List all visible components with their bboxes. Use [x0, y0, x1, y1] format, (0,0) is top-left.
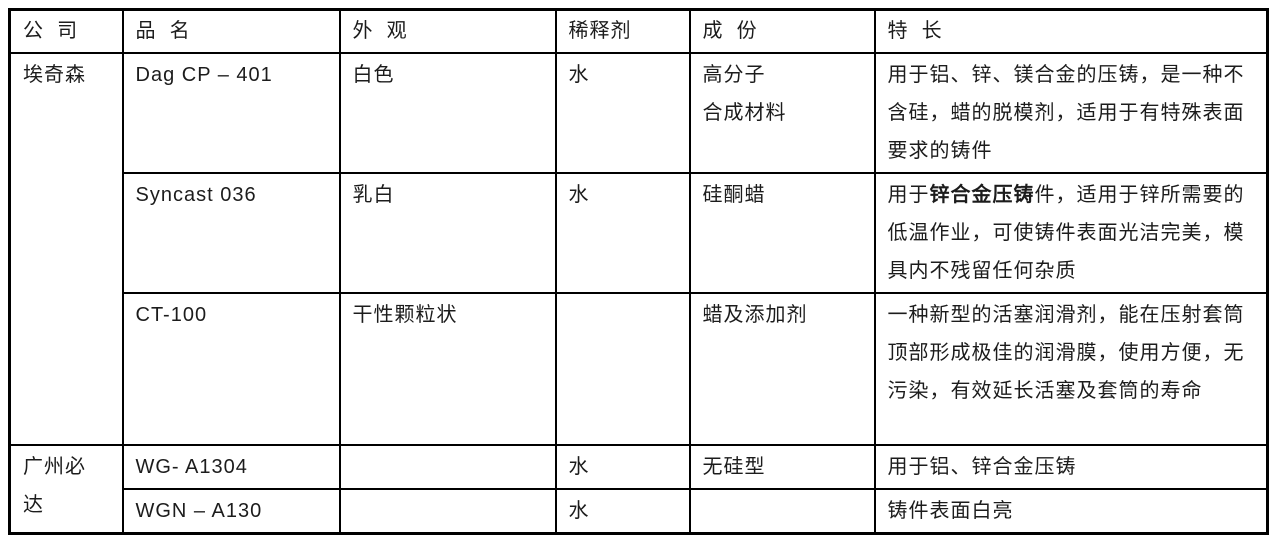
col-header-diluent: 稀释剂	[554, 8, 691, 54]
cell-appearance	[338, 487, 557, 534]
header-row: 公 司 品 名 外 观 稀释剂 成 份 特 长	[8, 8, 1269, 54]
table-row: 埃奇森 Dag CP – 401 白色 水 高分子 合成材料 用于铝、锌、镁合金…	[8, 51, 1269, 446]
cell-appearance: 白色	[338, 51, 557, 174]
cell-features: 用于锌合金压铸件，适用于锌所需要的低温作业，可使铸件表面光洁完美，模具内不残留任…	[873, 171, 1269, 294]
cell-diluent: 水	[554, 487, 691, 534]
col-header-features: 特 长	[873, 8, 1269, 54]
col-header-product-name: 品 名	[121, 8, 341, 54]
table-row: Syncast 036 乳白 水 硅酮蜡 用于锌合金压铸件，适用于锌所需要的低温…	[10, 171, 1269, 294]
cell-appearance: 干性颗粒状	[338, 291, 557, 446]
cell-features: 铸件表面白亮	[873, 487, 1269, 534]
cell-appearance	[338, 443, 557, 490]
cell-appearance: 乳白	[338, 171, 557, 294]
col-header-appearance: 外 观	[338, 8, 557, 54]
cell-composition	[688, 487, 876, 534]
cell-product-name: Syncast 036	[121, 171, 341, 294]
cell-product-name: WGN – A130	[121, 487, 341, 534]
cell-product-name: WG- A1304	[121, 443, 341, 490]
features-text: 用于	[887, 183, 930, 206]
table-row: WGN – A130 水 铸件表面白亮	[10, 487, 1269, 534]
cell-diluent: 水	[554, 171, 691, 294]
cell-product-name: Dag CP – 401	[121, 51, 341, 174]
cell-features: 一种新型的活塞润滑剂，能在压射套筒顶部形成极佳的润滑膜，使用方便，无污染，有效延…	[873, 291, 1269, 446]
cell-composition: 无硅型	[688, 443, 876, 490]
cell-diluent	[554, 291, 691, 446]
cell-composition: 硅酮蜡	[688, 171, 876, 294]
features-text: 件，适用于锌所需要的低温作业，可使铸件表面光洁完美，模具内不残留任何杂质	[887, 183, 1245, 282]
cell-features: 用于铝、锌、镁合金的压铸，是一种不含硅，蜡的脱模剂，适用于有特殊表面要求的铸件	[873, 51, 1269, 174]
cell-company-name: 广州必达	[8, 443, 124, 534]
cell-features: 用于铝、锌合金压铸	[873, 443, 1269, 490]
cell-diluent: 水	[554, 51, 691, 174]
cell-company-name: 埃奇森	[8, 51, 124, 446]
features-bold-text: 锌合金压铸	[929, 183, 1035, 206]
cell-composition: 高分子 合成材料	[688, 51, 876, 174]
col-header-company: 公 司	[8, 8, 124, 54]
cell-composition: 蜡及添加剂	[688, 291, 876, 446]
cell-diluent: 水	[554, 443, 691, 490]
cell-product-name: CT-100	[121, 291, 341, 446]
release-agent-spec-table: 公 司 品 名 外 观 稀释剂 成 份 特 长 埃奇森 Dag CP – 401…	[8, 8, 1269, 535]
table-row: CT-100 干性颗粒状 蜡及添加剂 一种新型的活塞润滑剂，能在压射套筒顶部形成…	[10, 291, 1269, 446]
col-header-composition: 成 份	[688, 8, 876, 54]
table-row: 广州必达 WG- A1304 水 无硅型 用于铝、锌合金压铸	[8, 443, 1269, 534]
